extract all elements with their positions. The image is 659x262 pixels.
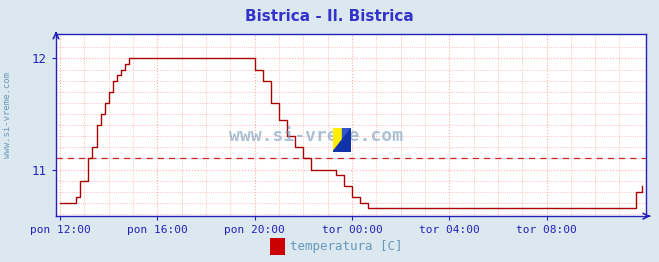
Bar [342,128,351,152]
Polygon shape [333,128,351,152]
Text: www.si-vreme.com: www.si-vreme.com [229,127,403,145]
Text: temperatura [C]: temperatura [C] [290,240,403,253]
Bar [333,128,342,152]
Text: Bistrica - Il. Bistrica: Bistrica - Il. Bistrica [245,9,414,24]
Text: www.si-vreme.com: www.si-vreme.com [3,72,13,158]
